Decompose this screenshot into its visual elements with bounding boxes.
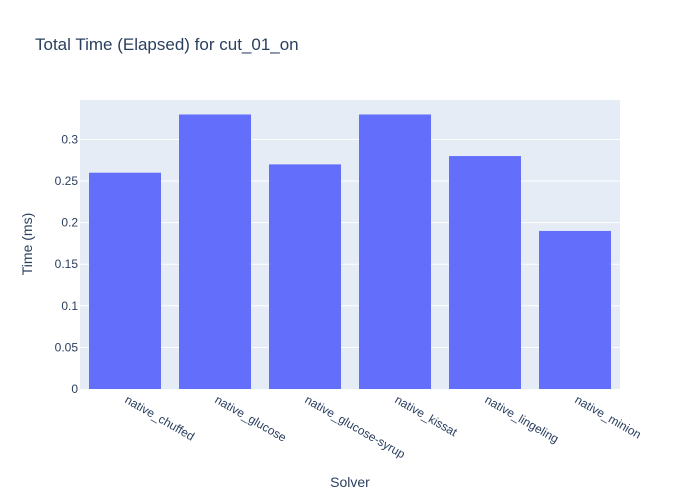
chart-title: Total Time (Elapsed) for cut_01_on (35, 35, 299, 54)
y-tick-label: 0.15 (55, 257, 79, 271)
bar-native_glucose-syrup[interactable] (269, 164, 341, 389)
y-tick-label: 0 (71, 382, 78, 396)
bar-native_kissat[interactable] (359, 114, 431, 389)
bar-native_glucose[interactable] (179, 114, 251, 389)
bar-native_chuffed[interactable] (89, 172, 161, 389)
y-tick-label: 0.1 (61, 299, 78, 313)
x-axis-title: Solver (330, 474, 370, 490)
y-tick-label: 0.2 (61, 216, 78, 230)
y-tick-label: 0.3 (61, 132, 78, 146)
plot-area (80, 100, 620, 389)
y-axis-ticks: 0 0.05 0.1 0.15 0.2 0.25 0.3 (55, 132, 79, 396)
bar-native_minion[interactable] (539, 230, 611, 389)
y-tick-label: 0.25 (55, 174, 79, 188)
y-tick-label: 0.05 (55, 340, 79, 354)
bar-native_lingeling[interactable] (449, 156, 521, 389)
gridlines (80, 138, 620, 348)
y-axis-title: Time (ms) (19, 213, 35, 275)
bars (89, 114, 611, 389)
